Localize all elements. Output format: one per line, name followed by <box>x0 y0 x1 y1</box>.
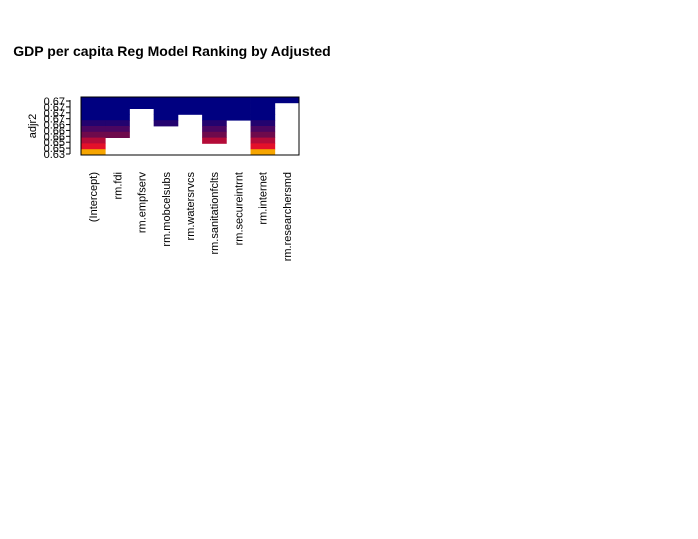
heatmap-cell <box>81 114 106 121</box>
y-axis-ticks: 0.670.670.670.670.660.660.660.650.650.63 <box>44 96 70 161</box>
heatmap-cell <box>105 108 130 115</box>
y-tick-label: 0.67 <box>44 96 65 108</box>
heatmap-cell <box>105 126 130 133</box>
y-tick-label: 0.63 <box>44 149 65 161</box>
plot-frame <box>80 96 300 156</box>
heatmap-cell <box>250 126 276 133</box>
heatmap-cell <box>202 137 227 144</box>
heatmap-cell <box>250 149 276 156</box>
heatmap-cell <box>202 102 227 109</box>
y-tick-label: 0.65 <box>44 137 65 149</box>
heatmap-cell <box>81 149 106 156</box>
heatmap-cell <box>81 143 106 150</box>
heatmap-cell <box>274 97 300 104</box>
heatmap-cell <box>105 97 130 104</box>
heatmap-cell <box>81 102 106 109</box>
y-tick-label: 0.67 <box>44 114 65 126</box>
heatmap-cell <box>250 143 276 150</box>
heatmap-cell <box>81 97 106 104</box>
heatmap-cell <box>202 120 227 127</box>
heatmap-cell <box>250 131 276 138</box>
heatmap-cell <box>177 102 203 109</box>
x-tick-label: rm.internet <box>258 172 270 225</box>
y-tick-label: 0.67 <box>44 108 65 120</box>
heatmap-cell <box>250 137 276 144</box>
heatmap-cell <box>81 108 106 115</box>
x-tick-label: rm.fdi <box>112 172 124 200</box>
heatmap-cell <box>105 131 130 138</box>
heatmap-cell <box>129 97 155 104</box>
heatmap-cell <box>153 97 179 104</box>
heatmap-cell <box>153 108 179 115</box>
x-tick-label: rm.mobcelsubs <box>161 172 173 247</box>
heatmap-cell <box>105 114 130 121</box>
y-tick-label: 0.67 <box>44 102 65 114</box>
heatmap-cell <box>81 131 106 138</box>
heatmap-cell <box>226 108 251 115</box>
heatmap-cells <box>81 97 300 156</box>
heatmap-cell <box>177 97 203 104</box>
heatmap-cell <box>202 114 227 121</box>
chart-title: GDP per capita Reg Model Ranking by Adju… <box>13 43 330 59</box>
heatmap-cell <box>226 97 251 104</box>
heatmap-cell <box>250 97 276 104</box>
y-tick-label: 0.66 <box>44 120 65 132</box>
heatmap-cell <box>129 102 155 109</box>
heatmap-cell <box>226 102 251 109</box>
y-axis-label: adjr2 <box>27 114 39 138</box>
x-tick-label: rm.empfserv <box>137 172 149 234</box>
heatmap-cell <box>81 126 106 133</box>
heatmap-cell <box>105 120 130 127</box>
heatmap-cell <box>202 108 227 115</box>
heatmap-cell <box>153 120 179 127</box>
heatmap-cell <box>202 97 227 104</box>
x-axis-labels: (Intercept) rm.fdi rm.empfserv rm.mobcelsub… <box>88 172 294 262</box>
heatmap-cell <box>250 102 276 109</box>
y-tick-label: 0.66 <box>44 131 65 143</box>
heatmap-cell <box>81 120 106 127</box>
heatmap-cell <box>202 131 227 138</box>
heatmap-cell <box>250 114 276 121</box>
heatmap-cell <box>177 108 203 115</box>
x-tick-label: rm.sanitationfclts <box>209 172 221 255</box>
y-tick-label: 0.65 <box>44 143 65 155</box>
x-tick-label: rm.researchersmd <box>282 172 294 261</box>
x-tick-label: rm.secureintrnt <box>233 172 245 245</box>
heatmap-cell <box>81 137 106 144</box>
heatmap-cell <box>202 126 227 133</box>
heatmap-cell <box>250 120 276 127</box>
heatmap-cell <box>250 108 276 115</box>
heatmap-cell <box>226 114 251 121</box>
x-tick-label: rm.watersrvcs <box>185 172 197 241</box>
heatmap-cell <box>153 114 179 121</box>
x-tick-label: (Intercept) <box>88 172 100 222</box>
heatmap-cell <box>153 102 179 109</box>
heatmap-cell <box>105 102 130 109</box>
y-tick-label: 0.66 <box>44 125 65 137</box>
